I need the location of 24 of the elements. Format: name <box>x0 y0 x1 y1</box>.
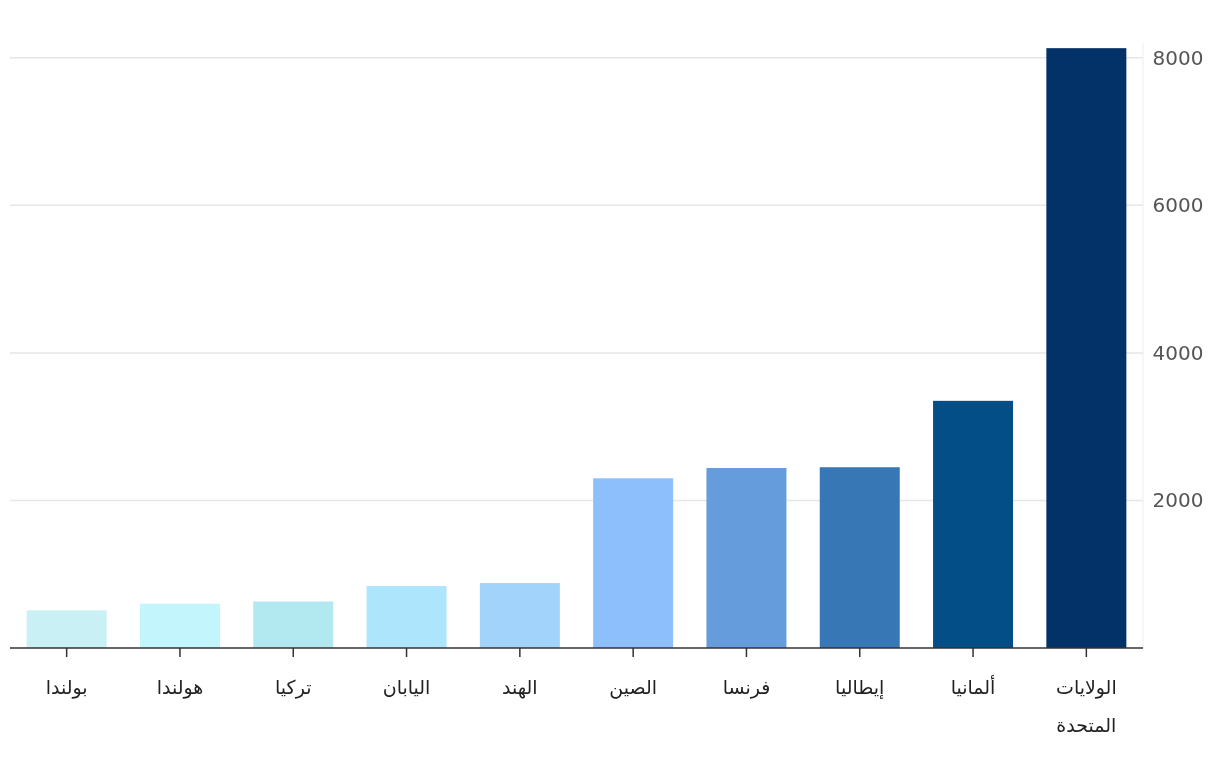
x-tick-label: الهند <box>502 676 538 699</box>
y-tick-label: 8000 <box>1152 45 1204 70</box>
x-tick-label: الصين <box>609 676 658 699</box>
bar <box>479 583 560 648</box>
x-tick-label: إيطاليا <box>835 676 885 700</box>
x-tick-label: هولندا <box>156 676 204 699</box>
y-tick-label: 6000 <box>1152 193 1204 218</box>
bar <box>706 467 787 648</box>
x-tick-label: بولندا <box>45 676 88 699</box>
bar <box>26 610 107 648</box>
bar <box>139 603 220 648</box>
x-tick-label: اليابان <box>382 676 431 698</box>
bar <box>819 467 900 648</box>
bar <box>593 478 674 648</box>
y-tick-label: 2000 <box>1152 488 1204 513</box>
x-tick-label: الولايات المتحدة <box>1056 676 1117 736</box>
bar <box>366 586 447 648</box>
bar <box>253 601 334 648</box>
bar <box>933 400 1014 648</box>
x-tick-label: تركيا <box>275 676 312 699</box>
y-tick-label: 4000 <box>1152 340 1204 365</box>
bar <box>1046 48 1127 648</box>
x-tick-label: ألمانيا <box>950 675 996 698</box>
x-tick-label: فرنسا <box>722 676 771 699</box>
